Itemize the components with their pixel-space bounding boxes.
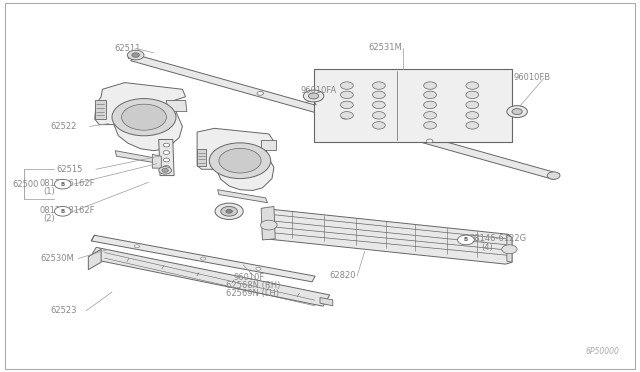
Text: 62569N (LH): 62569N (LH): [226, 289, 279, 298]
Text: 08146-6122G: 08146-6122G: [469, 234, 526, 243]
Circle shape: [127, 50, 144, 60]
Circle shape: [112, 99, 176, 136]
Circle shape: [424, 82, 436, 89]
Circle shape: [372, 101, 385, 109]
Text: 6P50000: 6P50000: [586, 347, 620, 356]
Polygon shape: [320, 298, 333, 306]
Circle shape: [163, 143, 170, 147]
Circle shape: [219, 148, 261, 173]
Circle shape: [221, 206, 237, 216]
Circle shape: [372, 91, 385, 99]
Circle shape: [426, 139, 433, 143]
Circle shape: [163, 166, 170, 169]
Polygon shape: [131, 55, 559, 180]
Polygon shape: [262, 208, 512, 264]
Text: 62531M: 62531M: [368, 43, 402, 52]
Circle shape: [424, 101, 436, 109]
Circle shape: [424, 91, 436, 99]
Circle shape: [340, 112, 353, 119]
Text: 62515: 62515: [56, 165, 83, 174]
Text: 96010FB: 96010FB: [514, 73, 551, 81]
Circle shape: [163, 151, 170, 154]
Polygon shape: [314, 69, 512, 142]
Circle shape: [424, 112, 436, 119]
Text: B: B: [61, 209, 65, 214]
Polygon shape: [95, 100, 106, 119]
Circle shape: [458, 235, 474, 245]
Circle shape: [54, 206, 71, 216]
Text: (1): (1): [44, 187, 55, 196]
Text: (4): (4): [481, 243, 493, 252]
Text: 62511: 62511: [114, 44, 140, 53]
Text: B: B: [61, 182, 65, 187]
Polygon shape: [115, 151, 172, 166]
Circle shape: [340, 101, 353, 109]
Circle shape: [547, 172, 560, 179]
Circle shape: [372, 82, 385, 89]
Circle shape: [466, 91, 479, 99]
Polygon shape: [166, 100, 187, 112]
Polygon shape: [152, 154, 161, 168]
Circle shape: [502, 245, 517, 254]
Circle shape: [512, 109, 522, 115]
Polygon shape: [95, 83, 186, 151]
Polygon shape: [218, 190, 268, 203]
Circle shape: [424, 122, 436, 129]
Polygon shape: [197, 149, 206, 166]
Circle shape: [226, 209, 232, 213]
Circle shape: [260, 220, 277, 230]
Circle shape: [466, 112, 479, 119]
Polygon shape: [88, 249, 101, 270]
Polygon shape: [261, 206, 275, 240]
Circle shape: [303, 90, 324, 102]
Text: 62530M: 62530M: [40, 254, 74, 263]
Circle shape: [372, 122, 385, 129]
Circle shape: [132, 53, 140, 57]
Polygon shape: [90, 247, 330, 306]
Circle shape: [308, 93, 319, 99]
Text: 62500: 62500: [13, 180, 39, 189]
Circle shape: [159, 167, 172, 174]
Circle shape: [372, 112, 385, 119]
Circle shape: [340, 91, 353, 99]
Circle shape: [257, 92, 264, 95]
Circle shape: [54, 179, 71, 189]
Circle shape: [256, 267, 261, 270]
Circle shape: [134, 245, 140, 248]
Text: B: B: [464, 237, 468, 243]
Circle shape: [342, 115, 348, 119]
Circle shape: [466, 101, 479, 109]
Text: 96010F: 96010F: [234, 273, 265, 282]
Circle shape: [466, 82, 479, 89]
Text: 62522: 62522: [50, 122, 76, 131]
Text: 62568N (RH): 62568N (RH): [226, 281, 280, 290]
Polygon shape: [92, 235, 315, 282]
Circle shape: [163, 158, 170, 162]
Polygon shape: [261, 140, 276, 150]
Text: 08120-6162F: 08120-6162F: [40, 179, 95, 187]
Text: 96010FA: 96010FA: [301, 86, 337, 94]
Polygon shape: [507, 235, 512, 262]
Circle shape: [201, 257, 206, 260]
Circle shape: [340, 82, 353, 89]
Circle shape: [507, 106, 527, 118]
Text: 08120-8162F: 08120-8162F: [40, 206, 95, 215]
Polygon shape: [159, 140, 174, 176]
Polygon shape: [197, 128, 274, 190]
Circle shape: [162, 169, 168, 172]
Circle shape: [209, 143, 271, 179]
Text: (2): (2): [44, 214, 55, 223]
Text: 62523: 62523: [50, 306, 76, 315]
Circle shape: [215, 203, 243, 219]
Text: 62820: 62820: [330, 271, 356, 280]
Circle shape: [122, 104, 166, 130]
Circle shape: [466, 122, 479, 129]
